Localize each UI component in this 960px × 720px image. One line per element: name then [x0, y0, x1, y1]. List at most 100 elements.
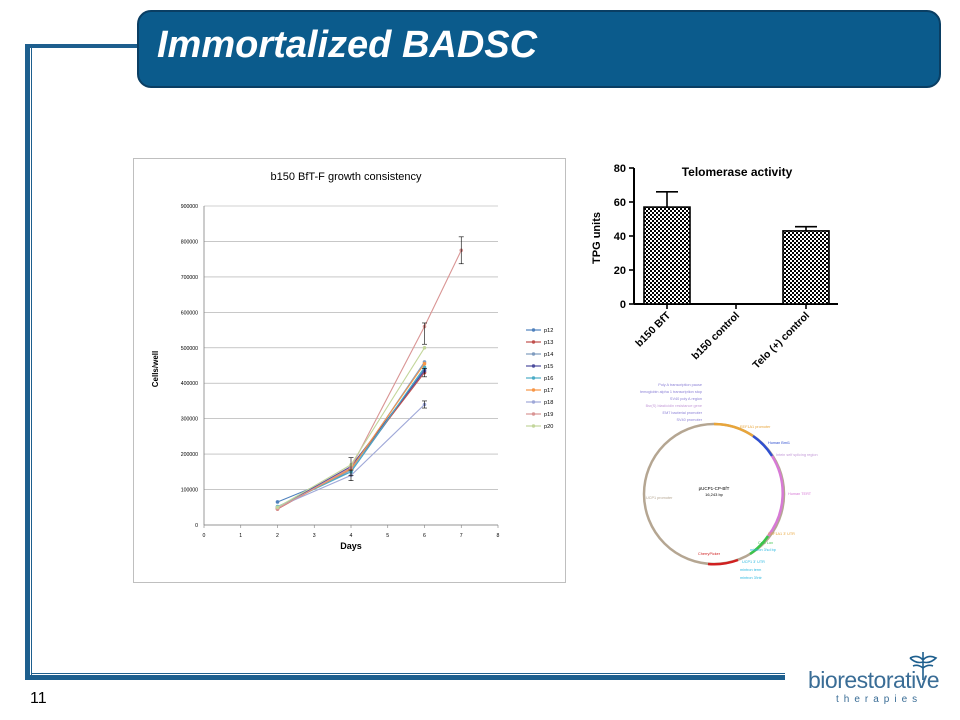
plasmid-label: mintron term: [740, 568, 761, 572]
series-line-p17: [277, 363, 425, 509]
y-tick-label: 100000: [181, 488, 198, 494]
plasmid-label: mintron 3'intr: [740, 576, 763, 580]
x-tick-label: 8: [497, 533, 500, 539]
plasmid-size: 16,243 bp: [705, 492, 724, 497]
frame-top-border: [25, 44, 140, 48]
plasmid-label: UCP1 3' UTR: [742, 560, 765, 564]
series-line-p19: [277, 250, 462, 510]
plasmid-name: pUCP1-CP-BfT: [699, 486, 730, 491]
series-line-p20: [277, 347, 425, 508]
x-tick-label: 2: [276, 533, 279, 539]
telomerase-chart: Telomerase activity TPG units 0 20 40 60 80 b…: [591, 163, 838, 371]
x-tick-label: b150 BfT: [633, 309, 673, 349]
y-tick-label: 0: [195, 523, 198, 529]
y-tick-label: 40: [614, 231, 626, 243]
series-line-p15: [277, 370, 425, 509]
plasmid-label: CpG Lox: [758, 541, 773, 545]
plasmid-feature-labels: Poly A transcription pause Hemoglobin alp…: [638, 383, 818, 580]
growth-chart-series: [275, 236, 464, 511]
x-tick-label: 3: [313, 533, 316, 539]
growth-chart-legend: p12 p13 p14 p15 p16 p17 p18 p19 p20: [526, 328, 553, 430]
bar-2: [782, 230, 830, 305]
legend-marker-p19: [531, 412, 536, 416]
plasmid-segment-utr: [749, 535, 770, 556]
y-tick-label: 0: [620, 299, 626, 311]
plasmid-label: EM7 bacterial promoter: [663, 411, 703, 415]
plasmid-label: Hemoglobin alpha 1 transcription stop: [640, 390, 702, 394]
series-line-p16: [277, 366, 425, 508]
legend-marker-p15: [531, 364, 536, 368]
logo-dragonfly-icon: [909, 652, 938, 680]
y-tick-label: 200000: [181, 452, 198, 458]
plasmid-label: Intein self splicing region: [776, 453, 818, 457]
growth-chart-title: b150 BfT-F growth consistency: [270, 171, 422, 183]
legend-label-p15: p15: [544, 364, 553, 370]
x-tick-label: 1: [239, 533, 242, 539]
series-line-p18: [277, 404, 425, 508]
series-line-p12: [277, 368, 425, 503]
plasmid-label: mintron 3'sd bp: [750, 548, 776, 552]
frame-left-border: [25, 44, 30, 680]
plasmid-label: Human Bmi1: [768, 441, 790, 445]
growth-chart-xlabel: Days: [340, 541, 362, 551]
slide-number: 11: [30, 690, 47, 707]
legend-marker-p12: [531, 328, 536, 332]
plasmid-segment-cherry: [707, 558, 739, 566]
legend-label-p19: p19: [544, 412, 553, 418]
y-tick-label: 20: [614, 265, 626, 277]
growth-chart: b150 BfT-F growth consistency Cells/well…: [151, 171, 553, 551]
logo-tagline: therapies: [836, 694, 922, 705]
biorestorative-logo: biorestorative therapies: [806, 650, 956, 712]
y-tick-label: 500000: [181, 346, 198, 352]
x-tick-label: 5: [386, 533, 389, 539]
plasmid-segment-tert: [767, 455, 784, 537]
y-tick-label: 400000: [181, 381, 198, 387]
growth-chart-axes: 0 100000 200000 300000 400000 500000 600000 700…: [181, 204, 500, 539]
legend-label-p14: p14: [544, 352, 553, 358]
plasmid-label: EEF1A1 promoter: [740, 425, 771, 429]
telomerase-chart-ylabel: TPG units: [591, 212, 603, 264]
legend-marker-p18: [531, 400, 536, 404]
telomerase-chart-bars: [643, 190, 830, 305]
plasmid-segment-ef1a: [713, 422, 754, 438]
plasmid-map: pUCP1-CP-BfT 16,243 bp Poly A transcript…: [638, 383, 818, 580]
plasmid-label: Human TERT: [788, 492, 812, 496]
plasmid-label: UCP1 promoter: [646, 496, 673, 500]
x-tick-label: 6: [423, 533, 426, 539]
plasmid-label: SV40 promoter: [676, 418, 702, 422]
frame-bottom-inner-line: [31, 673, 785, 674]
y-tick-label: 700000: [181, 275, 198, 281]
legend-marker-p16: [531, 376, 536, 380]
x-tick-label: 7: [460, 533, 463, 539]
y-tick-label: 60: [614, 197, 626, 209]
bar-0: [643, 206, 691, 305]
legend-label-p20: p20: [544, 424, 553, 430]
data-point-p12: [275, 500, 280, 504]
x-tick-label: 0: [203, 533, 206, 539]
frame-left-inner-line: [31, 44, 32, 680]
slide-title: Immortalized BADSC: [157, 24, 538, 66]
data-point-p20: [275, 505, 280, 510]
legend-marker-p14: [531, 352, 536, 356]
frame-bottom-border: [25, 675, 785, 680]
y-tick-label: 600000: [181, 310, 198, 316]
y-tick-label: 900000: [181, 204, 198, 210]
data-point-p20: [422, 345, 427, 350]
series-line-p13: [277, 372, 425, 510]
logo-graphic: biorestorative therapies: [808, 652, 940, 705]
x-tick-label: Telo (+) control: [750, 310, 812, 370]
plasmid-label: Bsr(S) blasticidin resistance gene: [646, 404, 702, 408]
x-tick-label: b150 control: [689, 310, 742, 363]
growth-chart-grid: [204, 205, 498, 526]
plasmid-label: CherryPicker: [698, 552, 721, 556]
title-banner: Immortalized BADSC: [137, 10, 941, 88]
legend-label-p17: p17: [544, 388, 553, 394]
plasmid-label: Poly A transcription pause: [658, 383, 702, 387]
legend-label-p12: p12: [544, 328, 553, 334]
growth-chart-panel: b150 BfT-F growth consistency Cells/well…: [133, 158, 566, 583]
legend-marker-p13: [531, 340, 536, 344]
data-point-p17: [422, 361, 427, 366]
y-tick-label: 80: [614, 163, 626, 175]
telomerase-chart-panel: Telomerase activity TPG units 0 20 40 60 80 b…: [586, 158, 846, 371]
legend-label-p18: p18: [544, 400, 553, 406]
